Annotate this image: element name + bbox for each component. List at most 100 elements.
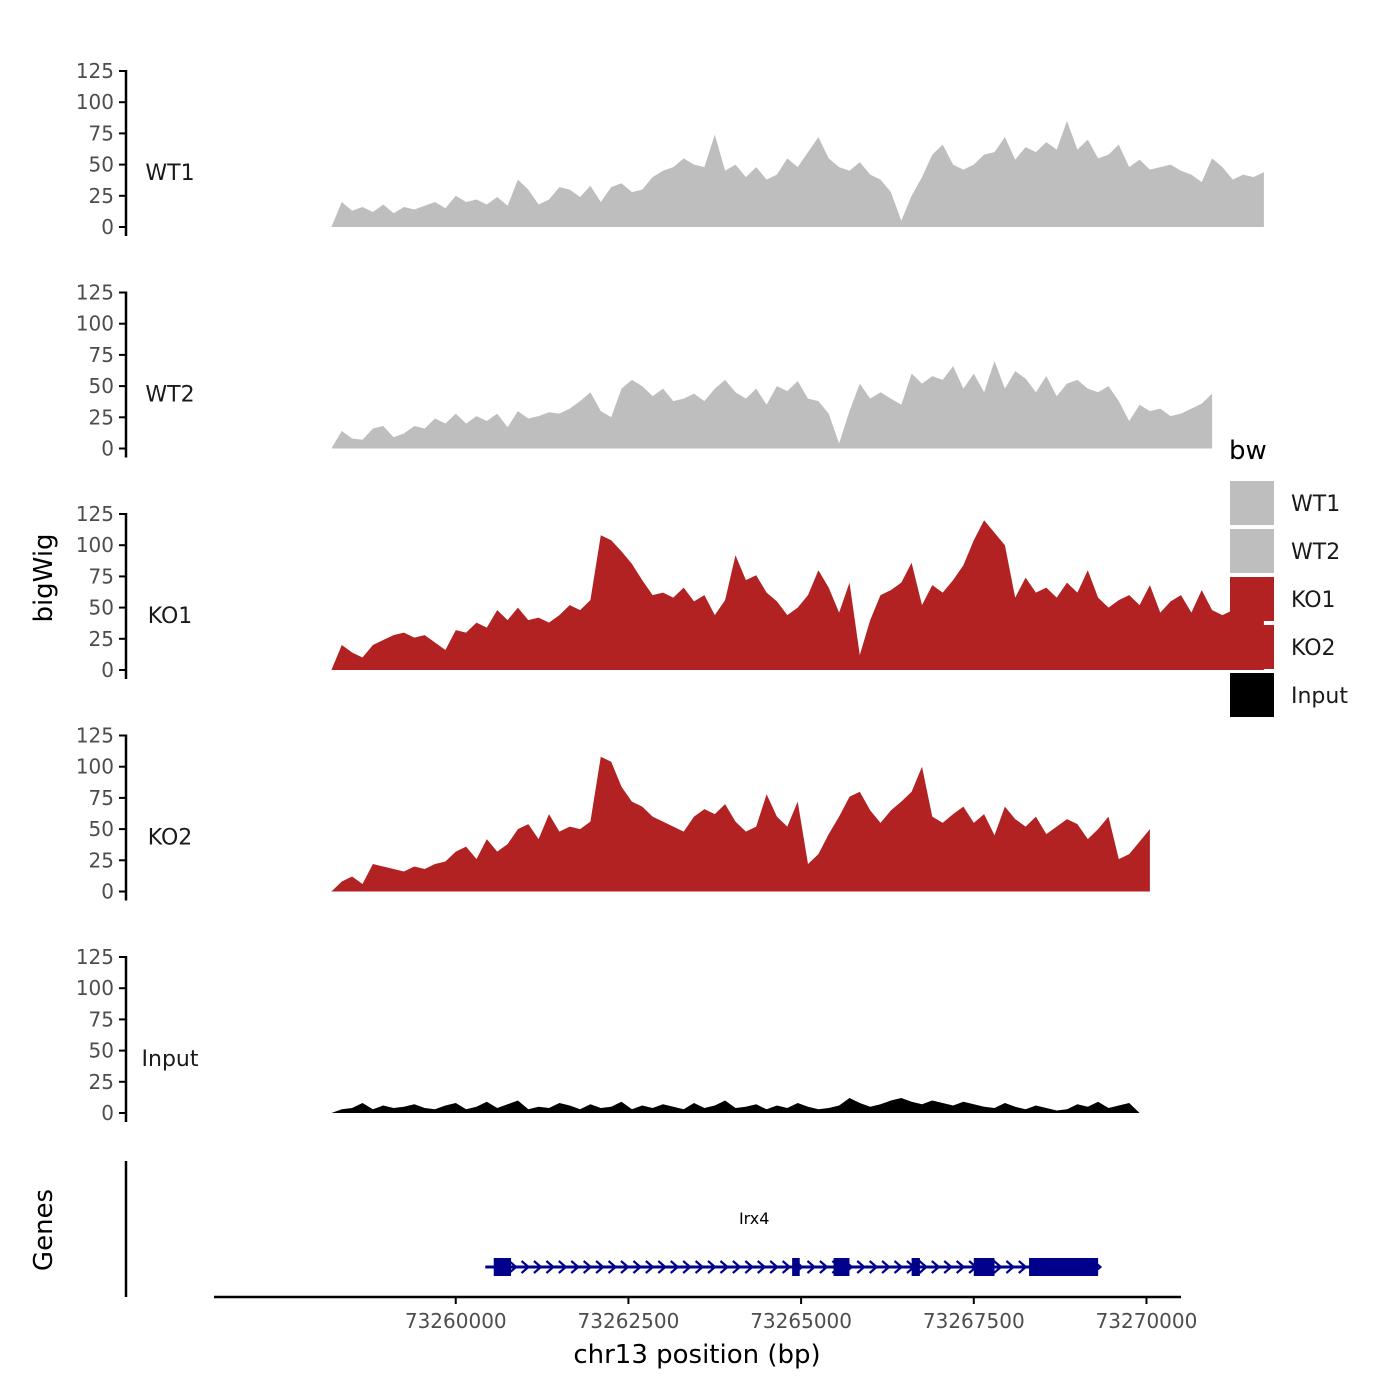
legend-label-wt2: WT2 [1291, 540, 1340, 565]
strand-arrow [993, 1260, 1003, 1274]
strand-arrow [657, 1260, 667, 1274]
legend-label-wt1: WT1 [1291, 492, 1340, 517]
y-tick-label: 75 [89, 564, 114, 588]
y-tick-label: 0 [101, 658, 114, 682]
strand-arrow [545, 1260, 556, 1274]
y-tick-label: 25 [89, 627, 114, 651]
strand-arrow [1005, 1260, 1016, 1274]
x-tick-label: 73270000 [1096, 1309, 1198, 1333]
track-panel-ko2: 0 25 50 75 100 125 KO2 [76, 724, 1150, 904]
y-tick-label: 50 [89, 596, 114, 620]
strand-arrow [757, 1260, 767, 1274]
y-tick-label: 0 [101, 437, 114, 461]
y-axis-label: bigWig [29, 533, 59, 622]
y-tick-label: 50 [89, 374, 114, 398]
x-tick-label: 73265000 [750, 1309, 852, 1333]
y-tick-label: 0 [101, 1101, 114, 1125]
strand-arrow [558, 1260, 568, 1274]
y-tick-label: 0 [101, 215, 114, 239]
legend-key-ko1 [1230, 577, 1274, 621]
y-tick-label: 50 [89, 1039, 114, 1063]
track-area [331, 756, 1150, 892]
y-tick-label: 100 [76, 312, 114, 336]
legend-label-input: Input [1291, 684, 1348, 709]
strand-arrow [632, 1260, 643, 1274]
legend-label-ko2: KO2 [1291, 636, 1336, 661]
track-area [331, 120, 1264, 227]
y-tick-label: 50 [89, 153, 114, 177]
gene-exon [493, 1258, 512, 1276]
strand-arrow [719, 1260, 730, 1274]
gene-exon [911, 1258, 920, 1276]
x-tick-label: 73267500 [923, 1309, 1025, 1333]
strand-arrow [744, 1260, 754, 1274]
y-tick-label: 125 [76, 945, 114, 969]
y-tick-label: 75 [89, 343, 114, 367]
y-tick-label: 75 [89, 1007, 114, 1031]
track-label: WT2 [145, 383, 194, 408]
strand-arrow [769, 1260, 779, 1274]
gene-exon [792, 1258, 800, 1276]
y-tick-label: 75 [89, 786, 114, 810]
x-tick-label: 73260000 [405, 1309, 507, 1333]
track-panel-wt2: 0 25 50 75 100 125 WT2 [76, 281, 1213, 461]
legend-label-ko1: KO1 [1291, 588, 1336, 613]
strand-arrow [508, 1260, 518, 1274]
strand-arrow [533, 1260, 543, 1274]
strand-arrow [645, 1260, 655, 1274]
legend-key-wt1 [1230, 481, 1274, 525]
gene-exon [1029, 1258, 1099, 1276]
strand-arrow [607, 1260, 618, 1274]
strand-arrow [868, 1260, 879, 1274]
strand-arrow [819, 1260, 829, 1274]
track-label: WT1 [145, 161, 194, 186]
strand-arrow [694, 1260, 705, 1274]
y-tick-label: 75 [89, 121, 114, 145]
gene-exon [833, 1258, 850, 1276]
y-tick-label: 100 [76, 90, 114, 114]
strand-arrow [781, 1260, 792, 1274]
strand-arrow [620, 1260, 630, 1274]
track-label: KO2 [148, 826, 193, 851]
strand-arrow [1018, 1260, 1028, 1274]
strand-arrow [595, 1260, 605, 1274]
y-tick-label: 100 [76, 533, 114, 557]
track-panel-ko1: 0 25 50 75 100 125 KO1 [76, 502, 1264, 682]
legend-title: bw [1229, 436, 1267, 466]
strand-arrow [931, 1260, 941, 1274]
strand-arrow [918, 1260, 929, 1274]
track-panels: 0 25 50 75 100 125 WT1 0 25 50 75 100 125 WT2 0 25 50 75 1… [76, 59, 1264, 1125]
track-label: KO1 [148, 604, 193, 629]
strand-arrow [893, 1260, 904, 1274]
track-area [331, 520, 1264, 670]
y-tick-label: 125 [76, 502, 114, 526]
legend: bw WT1 WT2 KO1 KO2 Input [1229, 436, 1348, 717]
strand-arrow [707, 1260, 717, 1274]
strand-arrow [856, 1260, 866, 1274]
strand-arrow [955, 1260, 966, 1274]
track-panel-wt1: 0 25 50 75 100 125 WT1 [76, 59, 1264, 239]
strand-arrow [570, 1260, 580, 1274]
y-tick-label: 25 [89, 405, 114, 429]
strand-arrow [943, 1260, 953, 1274]
strand-arrow [520, 1260, 531, 1274]
y-tick-label: 125 [76, 724, 114, 748]
track-area [331, 1098, 1140, 1113]
legend-key-input [1230, 673, 1274, 717]
x-tick-label: 73262500 [578, 1309, 680, 1333]
gene-name-label: Irx4 [739, 1209, 770, 1228]
strand-arrow [669, 1260, 680, 1274]
y-tick-label: 25 [89, 184, 114, 208]
gene-exon [973, 1258, 995, 1276]
strand-arrow [582, 1260, 593, 1274]
y-tick-label: 125 [76, 281, 114, 305]
y-tick-label: 25 [89, 848, 114, 872]
strand-arrow [806, 1260, 817, 1274]
y-tick-label: 100 [76, 755, 114, 779]
strand-arrow [881, 1260, 891, 1274]
y-tick-label: 0 [101, 880, 114, 904]
y-tick-label: 25 [89, 1070, 114, 1094]
legend-key-wt2 [1230, 529, 1274, 573]
genes-axis-label: Genes [29, 1189, 59, 1271]
